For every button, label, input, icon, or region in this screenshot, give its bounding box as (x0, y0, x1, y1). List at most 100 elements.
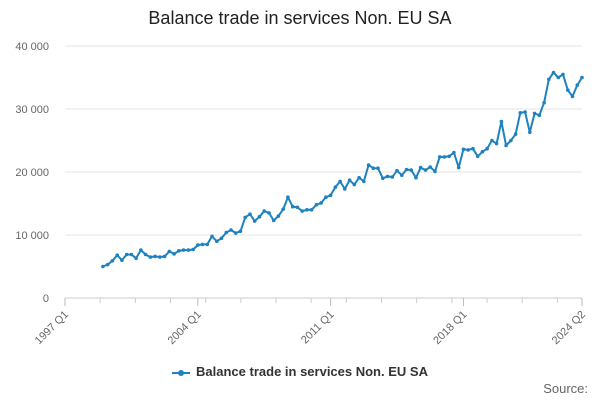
data-point (442, 155, 447, 159)
y-tick-label: 10 000 (15, 230, 49, 242)
legend[interactable]: Balance trade in services Non. EU SA (0, 364, 600, 379)
data-point (504, 143, 508, 148)
data-point (252, 219, 257, 223)
data-point (371, 166, 376, 170)
data-point (566, 88, 570, 92)
data-point (532, 111, 537, 116)
data-point (561, 72, 565, 77)
data-point (191, 247, 195, 252)
data-point (248, 212, 252, 216)
data-point (262, 209, 267, 213)
x-axis: 1997 Q1 2004 Q1 2011 Q1 2018 Q1 2024 Q2 (33, 297, 588, 347)
data-point (447, 154, 452, 159)
data-point (129, 252, 134, 257)
data-point (234, 231, 238, 235)
x-tick-label: 2011 Q1 (299, 309, 337, 347)
data-point (153, 254, 157, 259)
data-point (338, 179, 342, 184)
data-point (267, 211, 271, 215)
y-tick-label: 0 (43, 293, 49, 305)
data-point (181, 248, 186, 252)
data-point (362, 179, 366, 184)
data-point (200, 242, 205, 247)
data-point (120, 258, 124, 263)
data-point (499, 119, 504, 124)
data-point (513, 132, 518, 136)
data-point (357, 175, 361, 180)
data-point (167, 249, 172, 254)
data-point (314, 203, 319, 207)
data-point (343, 187, 347, 191)
source-label: Source: (543, 381, 588, 396)
x-tick-label: 1997 Q1 (33, 309, 71, 347)
data-point (480, 150, 485, 154)
data-point (196, 243, 200, 247)
legend-label: Balance trade in services Non. EU SA (196, 364, 428, 379)
data-point (281, 207, 286, 211)
data-point (437, 155, 442, 159)
data-point (518, 111, 523, 115)
x-tick-label: 2018 Q1 (431, 309, 469, 347)
data-point (414, 175, 418, 180)
data-point (271, 218, 276, 223)
data-point (580, 75, 584, 80)
y-tick-label: 30 000 (15, 104, 49, 116)
data-point (404, 167, 409, 172)
data-point (390, 175, 395, 179)
data-point (257, 214, 262, 219)
x-tick-label: 2004 Q1 (166, 309, 204, 347)
data-point (428, 165, 433, 169)
data-point (575, 83, 580, 87)
data-point (509, 138, 513, 143)
data-point (243, 215, 247, 220)
data-point (324, 195, 328, 199)
data-point (139, 248, 143, 252)
data-point (300, 209, 305, 213)
data-point (319, 201, 323, 205)
data-point (570, 94, 575, 99)
data-point (475, 154, 480, 159)
data-point (395, 168, 399, 173)
data-point (461, 147, 466, 152)
data-point (286, 195, 290, 199)
y-axis-tick-labels: 0 10 000 20 000 30 000 40 000 (15, 41, 49, 305)
y-tick-label: 40 000 (15, 41, 49, 53)
data-point (309, 208, 314, 212)
data-point (328, 193, 333, 198)
data-point (186, 248, 191, 252)
legend-line-marker-icon (172, 369, 191, 376)
data-point (385, 174, 390, 179)
data-point (418, 165, 423, 170)
y-tick-label: 20 000 (15, 167, 49, 179)
data-point (471, 146, 475, 151)
data-point (376, 166, 380, 170)
data-point (143, 252, 148, 257)
data-point (158, 255, 162, 259)
series-line (102, 71, 583, 268)
data-point (352, 182, 357, 187)
data-point (456, 165, 461, 170)
data-point (490, 138, 494, 143)
chart-title: Balance trade in services Non. EU SA (148, 8, 452, 28)
data-point (219, 236, 224, 240)
data-point (409, 168, 414, 172)
data-point (528, 130, 532, 135)
data-point (333, 185, 338, 189)
data-point (115, 253, 119, 257)
data-point (224, 230, 229, 235)
data-point (542, 100, 546, 105)
data-point (124, 252, 129, 257)
data-point (172, 252, 176, 256)
data-point (295, 205, 300, 210)
data-point (210, 234, 214, 239)
data-point (101, 264, 105, 269)
gridlines (65, 45, 582, 236)
data-point (485, 146, 489, 151)
data-point (400, 173, 404, 177)
data-point (290, 204, 295, 209)
data-point (305, 208, 309, 212)
data-point (381, 176, 385, 181)
data-point (105, 262, 110, 267)
data-point (205, 242, 210, 247)
data-point (347, 178, 352, 182)
